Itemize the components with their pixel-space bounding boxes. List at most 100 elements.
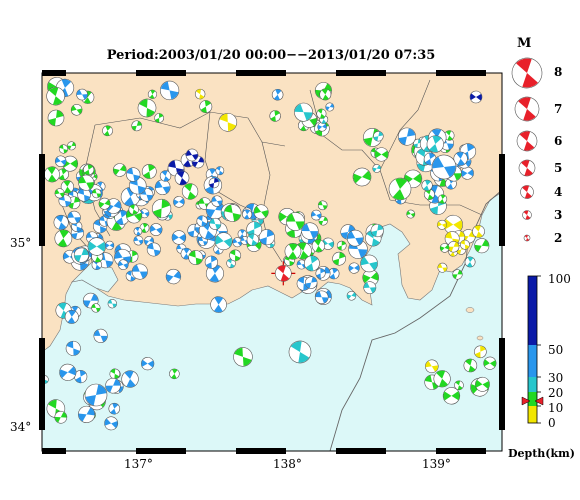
earthquake-marker xyxy=(310,209,322,221)
earthquake-marker xyxy=(141,164,157,179)
earthquake-marker xyxy=(215,166,225,176)
frame-tick xyxy=(136,70,186,76)
frame-tick xyxy=(42,70,66,76)
earthquake-marker xyxy=(46,86,65,106)
earthquake-marker xyxy=(67,210,81,225)
earthquake-marker xyxy=(443,214,463,235)
earthquake-marker xyxy=(171,230,187,245)
earthquake-marker xyxy=(87,237,106,256)
depth-label: 0 xyxy=(548,416,556,430)
earthquake-marker xyxy=(112,163,127,177)
depth-bar-segment xyxy=(528,345,537,377)
depth-bar-frame xyxy=(527,275,538,424)
depth-bar-segment xyxy=(528,406,537,423)
earthquake-marker xyxy=(54,188,65,199)
earthquake-marker xyxy=(373,131,384,142)
x-tick-label: 137° xyxy=(124,457,153,471)
earthquake-marker xyxy=(210,296,227,313)
earthquake-marker xyxy=(47,109,65,127)
earthquake-marker xyxy=(433,370,451,388)
earthquake-marker xyxy=(205,264,224,283)
magnitude-legend-ball xyxy=(520,185,534,199)
frame-tick xyxy=(499,154,505,246)
frame-tick xyxy=(236,70,286,76)
earthquake-marker xyxy=(126,167,141,182)
earthquake-marker xyxy=(77,405,96,423)
earthquake-marker xyxy=(294,102,313,122)
earthquake-marker xyxy=(304,276,318,289)
earthquake-marker xyxy=(475,376,490,392)
magnitude-legend-ball xyxy=(516,130,538,152)
earthquake-marker xyxy=(102,125,113,137)
frame-tick xyxy=(39,154,45,246)
earthquake-marker xyxy=(325,102,335,112)
magnitude-legend-ball xyxy=(511,57,543,89)
earthquake-marker xyxy=(363,281,377,295)
magnitude-label: 2 xyxy=(554,231,563,245)
magnitude-legend-ball xyxy=(514,96,540,122)
frame-tick xyxy=(499,338,505,430)
earthquake-marker xyxy=(91,303,101,313)
earthquake-marker xyxy=(301,222,319,240)
earthquake-marker xyxy=(84,383,108,407)
earthquake-marker xyxy=(70,104,83,116)
earthquake-marker xyxy=(154,179,171,196)
earthquake-marker xyxy=(137,98,157,118)
earthquake-marker xyxy=(93,328,108,343)
frame-tick xyxy=(336,448,386,454)
y-tick-label: 34° xyxy=(10,420,32,434)
depth-pointer xyxy=(521,396,544,406)
earthquake-marker xyxy=(181,183,199,200)
magnitude-legend-ball xyxy=(522,210,532,220)
earthquake-marker xyxy=(370,223,384,238)
frame-tick xyxy=(42,448,66,454)
earthquake-marker xyxy=(165,268,182,285)
earthquake-marker xyxy=(439,243,450,253)
earthquake-marker xyxy=(459,239,470,250)
frame-tick xyxy=(136,448,186,454)
earthquake-marker xyxy=(191,155,205,169)
earthquake-marker xyxy=(188,250,204,266)
earthquake-marker xyxy=(141,357,155,371)
earthquake-marker xyxy=(196,215,208,227)
earthquake-marker xyxy=(151,198,172,219)
earthquake-marker xyxy=(54,229,73,248)
earthquake-marker xyxy=(131,263,148,280)
earthquake-marker xyxy=(65,340,81,356)
earthquake-marker xyxy=(107,299,117,309)
earthquake-marker xyxy=(229,249,242,262)
depth-bar-segment xyxy=(528,392,537,406)
earthquake-marker xyxy=(174,170,190,186)
depth-label: 20 xyxy=(548,386,564,400)
magnitude-legend-ball xyxy=(523,234,531,242)
main-event-marker xyxy=(271,261,296,286)
earthquake-marker xyxy=(64,309,79,324)
main-event-beachball xyxy=(275,265,292,282)
earthquake-marker xyxy=(315,290,329,304)
earthquake-marker xyxy=(54,155,67,168)
earthquake-marker xyxy=(139,222,150,233)
magnitude-label: 5 xyxy=(554,161,563,175)
earthquake-marker xyxy=(362,269,379,286)
earthquake-marker xyxy=(91,188,102,199)
earthquake-marker xyxy=(43,166,60,183)
earthquake-marker xyxy=(360,254,378,273)
earthquake-marker xyxy=(253,204,269,220)
earthquake-marker xyxy=(117,259,129,271)
magnitude-legend xyxy=(511,57,543,242)
earthquake-marker xyxy=(388,177,412,201)
magnitude-label: 3 xyxy=(554,208,563,222)
earthquake-marker xyxy=(78,174,95,191)
earthquake-marker xyxy=(128,204,139,215)
earthquake-marker xyxy=(319,88,332,101)
earthquake-marker xyxy=(211,195,223,207)
magnitude-label: 6 xyxy=(554,134,563,148)
earthquake-marker xyxy=(469,90,483,104)
earthquake-marker xyxy=(318,216,328,226)
earthquake-marker xyxy=(105,377,121,394)
earthquake-marker xyxy=(242,209,253,220)
earthquake-marker xyxy=(173,196,185,208)
earthquake-marker xyxy=(131,120,143,132)
x-tick-label: 138° xyxy=(273,457,302,471)
